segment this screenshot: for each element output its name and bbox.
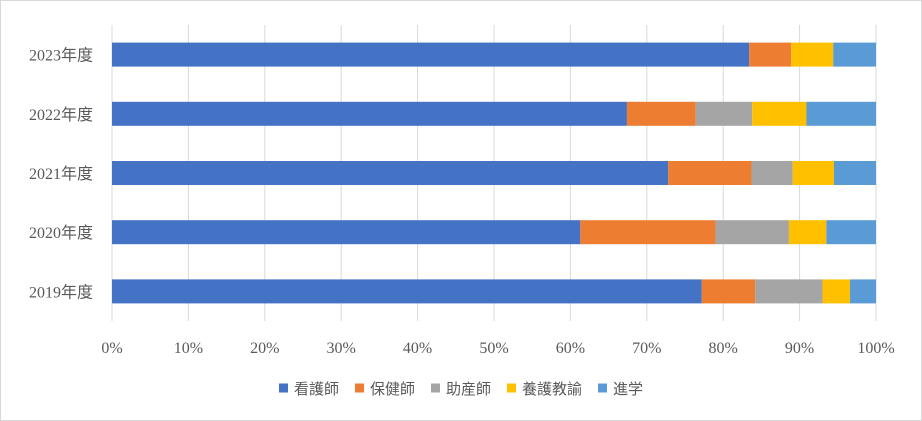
category-label: 2022年度	[29, 106, 93, 124]
legend: 看護師 保健師 助産師 養護教諭 進学	[279, 380, 643, 398]
legend-label: 養護教諭	[522, 380, 582, 398]
category-label: 2020年度	[29, 224, 93, 242]
bar-segment	[755, 279, 823, 304]
bar-segment	[788, 220, 827, 245]
category-labels: 2023年度 2022年度 2021年度 2020年度 2019年度	[29, 47, 93, 302]
bar-segment	[112, 279, 702, 304]
x-tick-label: 70%	[632, 340, 661, 357]
x-axis-ticks: 0% 10% 20% 30% 40% 50% 60% 70% 80% 90% 100%	[101, 340, 894, 357]
x-tick-label: 20%	[250, 340, 279, 357]
legend-label: 進学	[613, 380, 643, 398]
x-tick-label: 50%	[479, 340, 508, 357]
legend-swatch	[507, 383, 516, 393]
bar-segment	[833, 161, 876, 185]
bar-segment	[806, 101, 876, 126]
legend-swatch	[355, 383, 364, 393]
bar-segment	[792, 161, 834, 185]
category-label: 2021年度	[29, 165, 93, 183]
x-tick-label: 30%	[327, 340, 356, 357]
bar-segment	[695, 101, 753, 126]
x-tick-label: 80%	[709, 340, 738, 357]
legend-label: 助産師	[446, 380, 491, 398]
bar-segment	[626, 101, 696, 126]
bar-segment	[112, 161, 669, 185]
x-tick-label: 60%	[556, 340, 585, 357]
x-tick-label: 0%	[101, 340, 122, 357]
x-tick-label: 40%	[403, 340, 432, 357]
legend-swatch	[598, 383, 607, 393]
bar-segment	[751, 161, 793, 185]
bars	[112, 42, 876, 304]
bar-segment	[822, 279, 851, 304]
x-tick-label: 90%	[785, 340, 814, 357]
bar-segment	[752, 101, 807, 126]
bar-segment	[112, 101, 627, 126]
bar-segment	[833, 42, 876, 67]
bar-segment	[112, 220, 581, 245]
x-tick-label: 100%	[857, 340, 894, 357]
bar-segment	[826, 220, 876, 245]
bar-segment	[701, 279, 756, 304]
legend-label: 保健師	[370, 380, 415, 398]
legend-swatch	[431, 383, 440, 393]
bar-segment	[850, 279, 876, 304]
bar-segment	[715, 220, 789, 245]
legend-swatch	[279, 383, 288, 393]
category-label: 2023年度	[29, 47, 93, 65]
bar-segment	[580, 220, 716, 245]
legend-label: 看護師	[294, 380, 339, 398]
category-label: 2019年度	[29, 283, 93, 301]
x-tick-label: 10%	[174, 340, 203, 357]
bar-segment	[112, 42, 750, 67]
bar-segment	[791, 42, 834, 67]
bar-segment	[668, 161, 752, 185]
bar-segment	[749, 42, 792, 67]
